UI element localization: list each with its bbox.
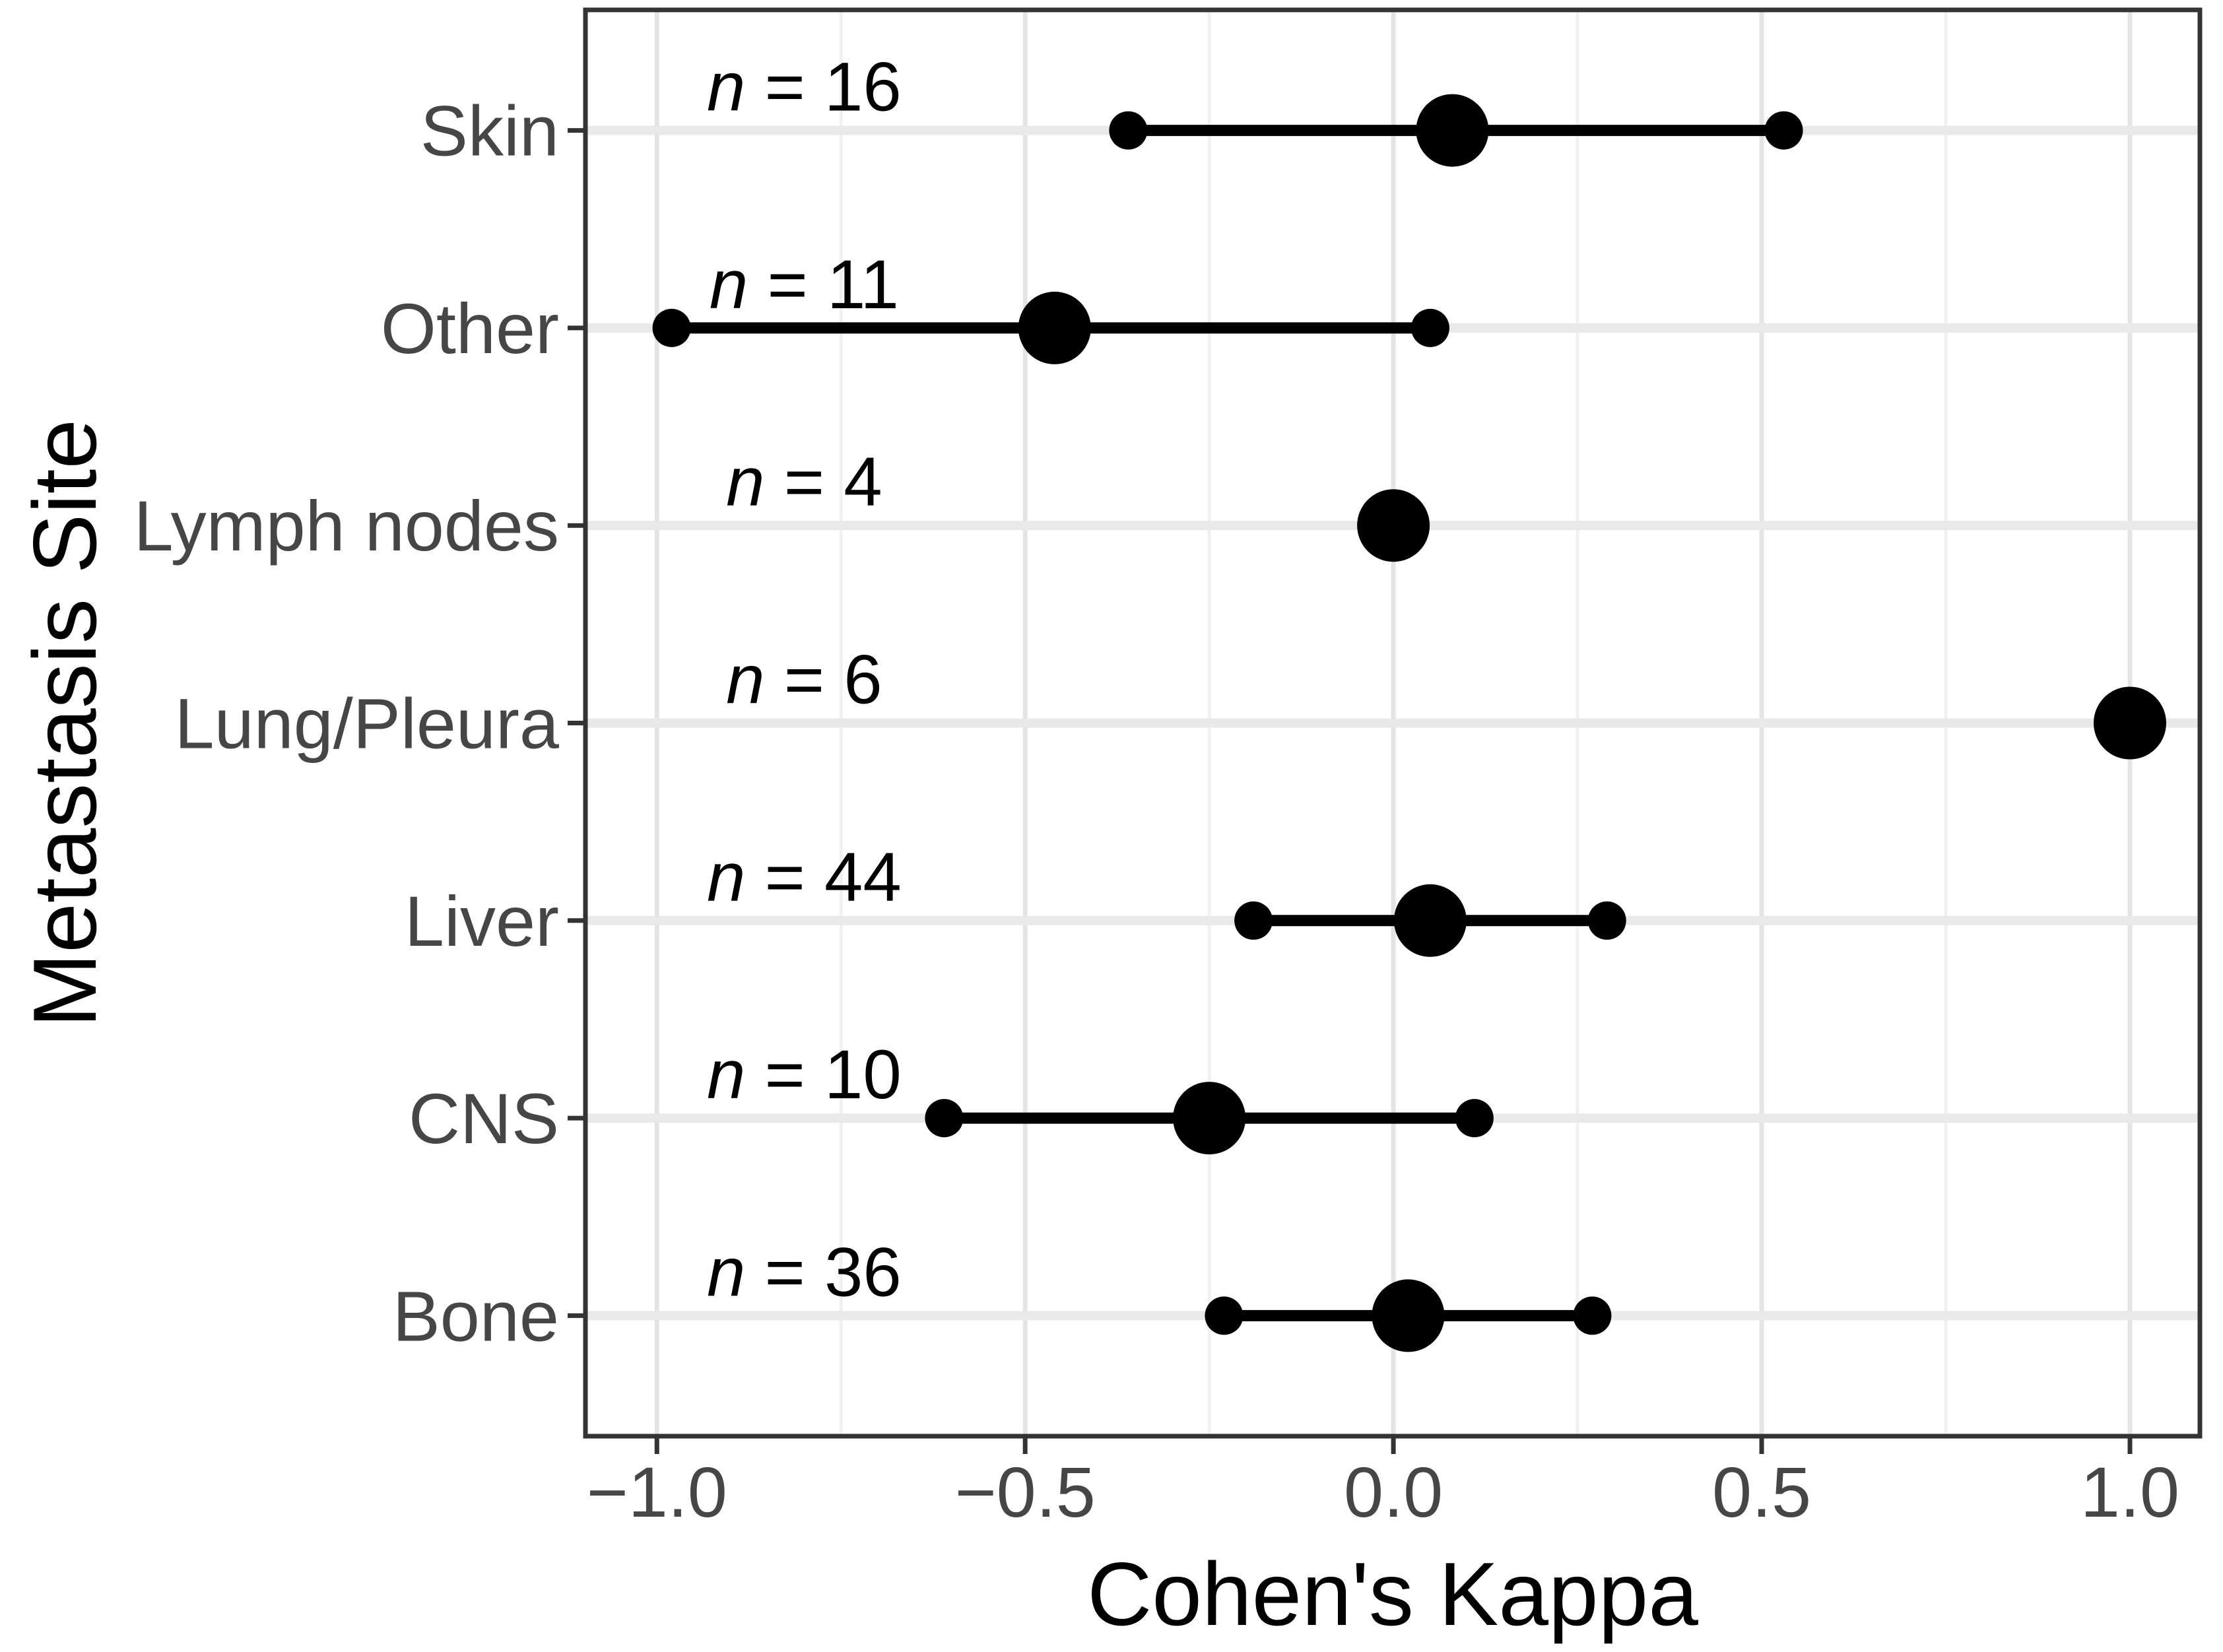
ci-endpoint-low (1205, 1296, 1244, 1335)
estimate-point (2093, 686, 2166, 760)
estimate-point (1173, 1082, 1246, 1155)
n-label: n = 10 (707, 1036, 902, 1113)
x-axis-title: Cohen's Kappa (1087, 1544, 1698, 1644)
n-label: n = 36 (707, 1234, 902, 1311)
y-tick-label: CNS (409, 1078, 559, 1158)
ci-endpoint-low (1234, 901, 1273, 940)
y-tick-label: Liver (405, 881, 559, 961)
n-label: n = 44 (707, 839, 902, 916)
ci-endpoint-high (1410, 308, 1449, 347)
ci-endpoint-high (1587, 901, 1626, 940)
y-axis-title: Metastasis Site (15, 418, 115, 1028)
estimate-point (1372, 1279, 1445, 1352)
n-label: n = 16 (707, 49, 902, 126)
estimate-point (1393, 884, 1467, 957)
n-label: n = 6 (726, 642, 882, 719)
estimate-point (1018, 291, 1091, 364)
ci-endpoint-low (925, 1099, 964, 1138)
x-tick-label: −0.5 (955, 1452, 1096, 1532)
x-tick-label: 0.5 (1712, 1452, 1811, 1532)
n-label: n = 11 (710, 246, 899, 323)
estimate-point (1357, 489, 1430, 562)
y-tick-label: Lymph nodes (134, 486, 559, 566)
y-tick-label: Bone (393, 1276, 559, 1356)
x-tick-label: −1.0 (587, 1452, 727, 1532)
y-tick-label: Lung/Pleura (175, 684, 560, 764)
x-tick-label: 1.0 (2080, 1452, 2179, 1532)
x-tick-label: 0.0 (1344, 1452, 1443, 1532)
y-tick-label: Skin (420, 91, 559, 171)
n-label: n = 4 (726, 444, 882, 521)
ci-endpoint-high (1573, 1296, 1612, 1335)
ci-endpoint-low (1109, 111, 1148, 150)
y-tick-label: Other (381, 288, 559, 368)
ci-endpoint-high (1764, 111, 1803, 150)
ci-endpoint-high (1455, 1099, 1494, 1138)
estimate-point (1416, 94, 1489, 167)
ci-endpoint-low (652, 308, 691, 347)
